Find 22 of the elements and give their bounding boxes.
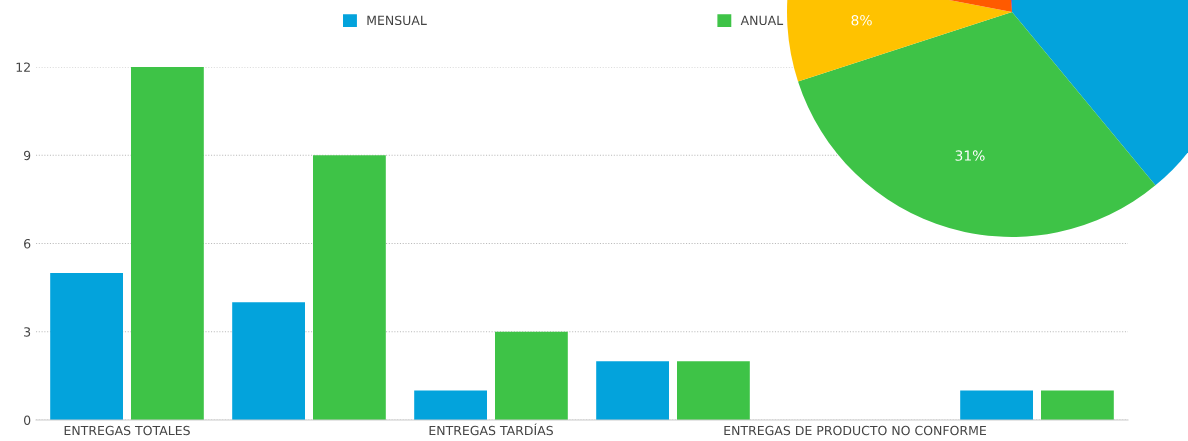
y-tick-label: 6 <box>24 238 31 249</box>
bar <box>131 67 204 420</box>
bar <box>960 390 1033 420</box>
bar <box>1041 390 1114 420</box>
y-tick-label: 9 <box>23 150 31 161</box>
bar <box>677 361 750 420</box>
bar <box>232 302 305 420</box>
x-tick-label: ENTREGAS TOTALES <box>64 425 190 436</box>
data-label: 31% <box>955 150 985 161</box>
bar <box>414 390 487 420</box>
y-tick-label: 3 <box>24 327 31 337</box>
bar <box>313 155 386 420</box>
x-tick-label: ENTREGAS DE PRODUCTO NO CONFORME <box>724 425 986 436</box>
legend-label: ANUAL <box>740 15 784 26</box>
bar <box>50 272 123 420</box>
y-tick-label: 0 <box>24 415 31 425</box>
data-label: 8% <box>851 14 872 26</box>
bar <box>596 361 669 420</box>
bar <box>495 331 568 420</box>
y-tick-label: 12 <box>16 62 30 72</box>
legend-label: MENSUAL <box>367 15 427 26</box>
x-tick-label: ENTREGAS TARDÍAS <box>429 423 553 436</box>
